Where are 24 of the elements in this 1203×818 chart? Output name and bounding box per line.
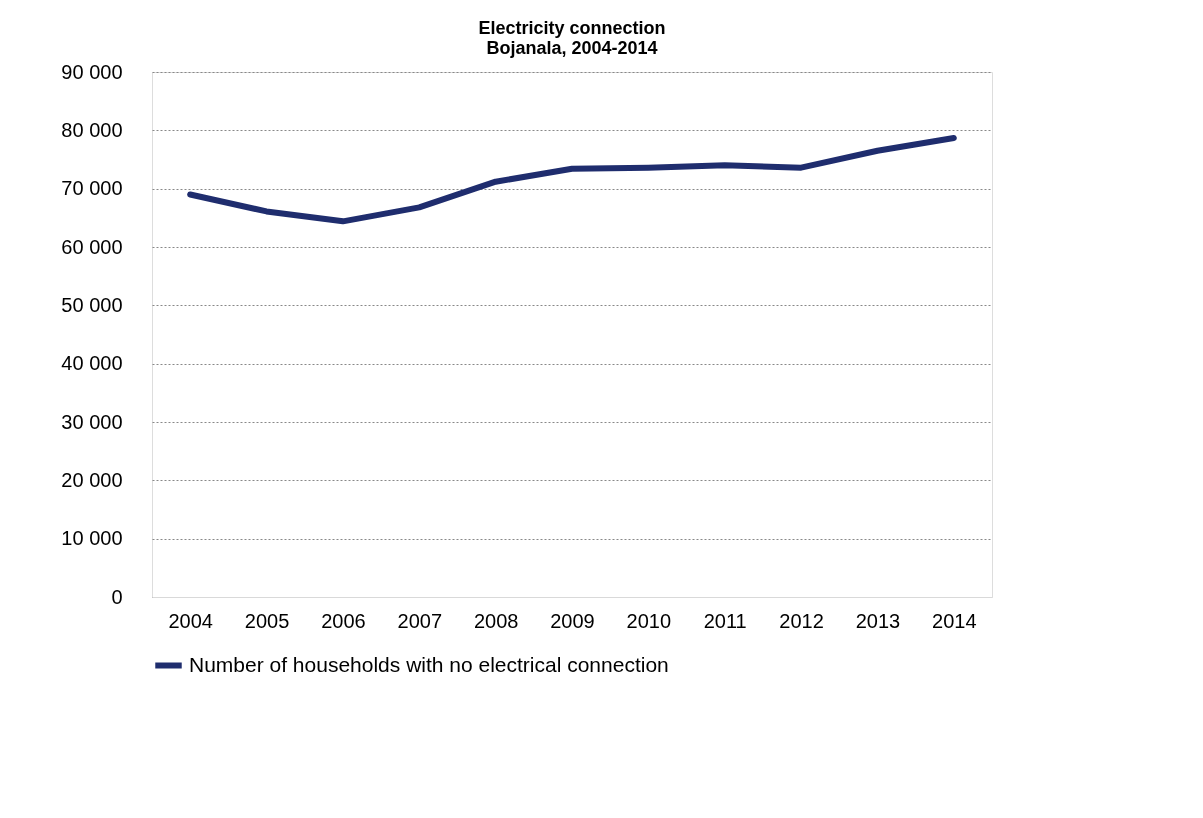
- y-tick-label: 20 000: [61, 468, 123, 491]
- text: Bojanala, 2004-2014: [486, 38, 658, 58]
- x-tick-label: 2012: [779, 609, 824, 632]
- x-tick-label: 2014: [932, 609, 977, 632]
- x-tick-label: 2010: [626, 609, 672, 632]
- x-tick-label: 2007: [397, 609, 443, 632]
- x-tick-label: 2011: [703, 609, 747, 632]
- legend-label: Number of households with no electrical connection: [189, 652, 669, 676]
- y-tick-label: 0: [111, 585, 123, 608]
- y-tick-label: 80 000: [61, 118, 123, 141]
- y-tick-label: 40 000: [61, 352, 123, 375]
- x-tick-label: 2005: [244, 609, 290, 632]
- x-tick-label: 2009: [550, 609, 595, 632]
- text: Electricity connection: [478, 18, 666, 38]
- y-tick-label: 10 000: [61, 527, 123, 550]
- x-tick-label: 2008: [473, 609, 519, 632]
- y-tick-label: 70 000: [61, 177, 123, 200]
- y-tick-label: 50 000: [61, 293, 123, 316]
- x-tick-label: 2004: [168, 609, 213, 632]
- y-tick-label: 30 000: [61, 410, 123, 433]
- y-tick-label: 90 000: [61, 60, 123, 83]
- x-tick-label: 2006: [321, 609, 366, 632]
- y-tick-label: 60 000: [61, 235, 123, 258]
- x-tick-label: 2013: [855, 609, 901, 632]
